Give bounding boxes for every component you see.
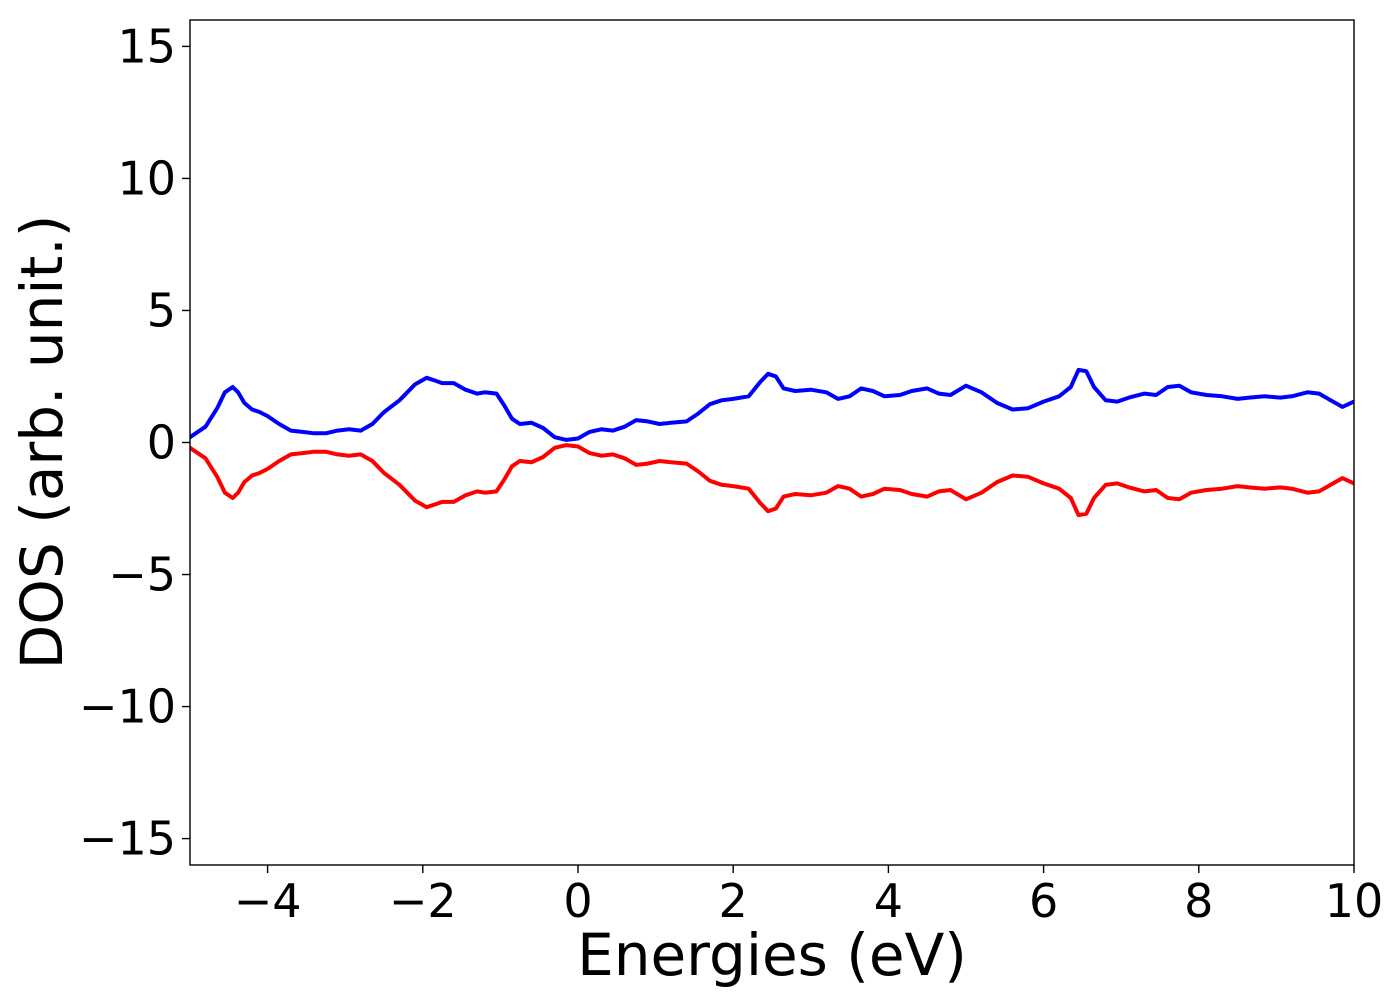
y-tick-label: −5 [108,548,176,602]
y-axis: 15 10 5 0 −5 −10 −15 [79,19,190,866]
y-axis-title: DOS (arb. unit.) [8,215,76,670]
x-tick-label: 8 [1184,874,1213,928]
x-tick-label: 4 [874,874,903,928]
x-tick-label: −2 [389,874,457,928]
y-tick-label: 0 [147,416,176,470]
x-tick-label: 6 [1029,874,1058,928]
series-layer [190,367,1354,518]
x-axis: −4 −2 0 2 4 6 8 10 [234,865,1384,928]
y-tick-label: −15 [79,812,176,866]
y-tick-label: −10 [79,680,176,734]
y-tick-label: 15 [117,19,176,73]
y-tick-label: 5 [147,283,176,337]
y-tick-label: 10 [117,151,176,205]
series-line-2 [190,443,1354,518]
series-line-1 [190,367,1354,442]
x-tick-label: 0 [563,874,592,928]
x-tick-label: −4 [234,874,302,928]
x-axis-title: Energies (eV) [577,921,967,989]
x-tick-label: 2 [719,874,748,928]
x-tick-label: 10 [1325,874,1384,928]
